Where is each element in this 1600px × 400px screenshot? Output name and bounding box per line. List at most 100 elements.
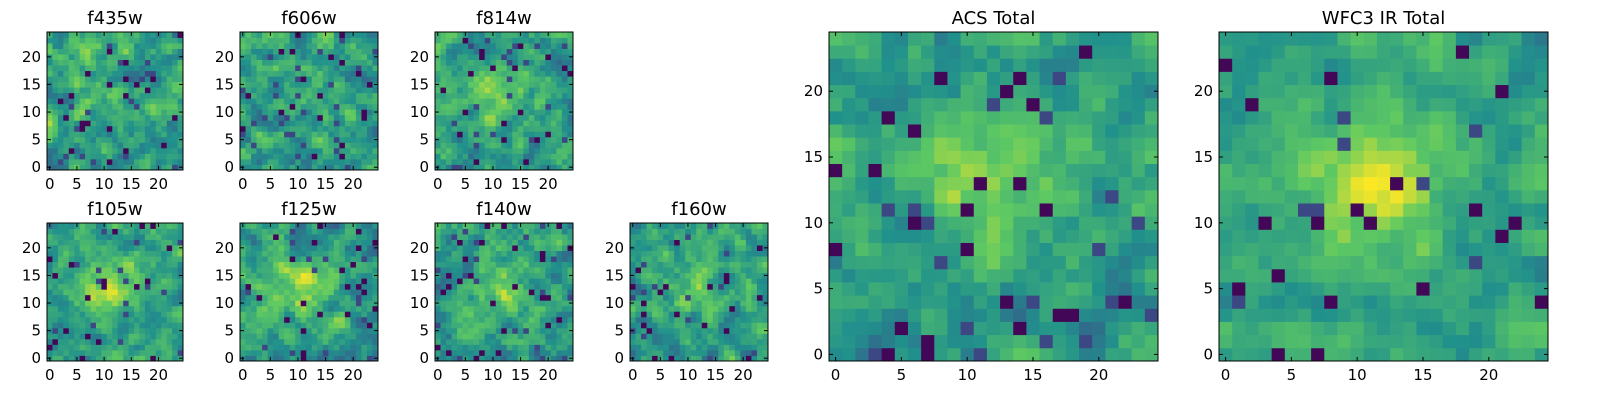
heatmap-cell [123,316,129,323]
heatmap-cell [278,70,285,77]
heatmap-cell [550,322,557,329]
heatmap-cell [177,322,184,329]
heatmap-cell [556,70,563,77]
heatmap-cell [333,261,340,268]
heatmap-cell [523,98,530,105]
x-tick-label: 5 [461,366,471,384]
y-tick-label: 10 [215,103,234,121]
heatmap-cell [501,59,508,66]
heatmap-cell [506,153,513,160]
heatmap-cell [528,32,535,38]
heatmap-cell [484,92,491,99]
heatmap-cells [240,223,379,362]
heatmap-cell [150,322,157,329]
heatmap-cell [95,76,102,83]
y-tick-label: 10 [410,294,429,312]
heatmap-cell [501,283,508,290]
heatmap-cell [435,92,441,99]
heatmap-cell [322,228,329,235]
heatmap-cell [90,92,97,99]
heatmap-cell [350,65,357,72]
heatmap-cell [155,228,162,235]
heatmap-cell [663,316,670,323]
heatmap-cell [506,164,513,171]
heatmap-cell [284,87,291,94]
heatmap-cell [512,272,519,279]
heatmap-cell [85,136,91,143]
heatmap-cell [47,98,53,105]
heatmap-cell [973,176,988,191]
heatmap-cell [506,114,513,121]
heatmap-cell [95,223,102,229]
heatmap-cell [451,338,458,345]
heatmap-cell [528,327,535,334]
heatmap-cell [468,300,475,307]
heatmap-cell [284,131,291,138]
heatmap-cell [123,333,129,340]
heatmap-cell [745,234,752,240]
heatmap-cell [117,147,124,154]
heatmap-cell [161,103,168,110]
heatmap-cell [556,250,563,257]
heatmap-cell [1026,295,1040,309]
heatmap-cell [68,327,75,334]
heatmap-cell [740,305,747,312]
heatmap-cell [123,103,129,110]
heatmap-cell [300,338,307,345]
heatmap-cell [90,109,97,116]
heatmap-cell [123,120,129,127]
heatmap-cell [657,338,664,345]
heatmap-cell [440,48,447,55]
heatmap-cell [47,153,53,160]
heatmap-cell [646,294,653,301]
heatmap-cell [462,87,469,94]
heatmap-cell [52,349,59,356]
heatmap-cell [311,92,318,99]
heatmap-cell [701,333,708,340]
heatmap-cell [652,338,658,345]
heatmap-cell [300,153,307,160]
heatmap-cell [567,267,574,274]
heatmap-cell [172,81,178,88]
heatmap-cell [339,103,346,110]
heatmap-cell [123,109,129,116]
heatmap-cell [718,223,725,229]
heatmap-cell [139,136,146,143]
heatmap-cell [528,37,535,44]
x-tick-label: 20 [344,366,363,384]
heatmap-cell [868,229,883,243]
heatmap-cell [117,283,124,290]
heatmap-cell [855,295,869,309]
heatmap-cell [240,289,246,296]
heatmap-cell [311,103,318,110]
heatmap-cell [47,349,53,356]
heatmap-cell [696,338,703,345]
heatmap-cell [311,164,318,171]
heatmap-cell [881,334,896,349]
heatmap-cell [745,256,752,263]
heatmap-cell [251,245,257,251]
heatmap-cell [150,338,157,345]
heatmap-cell [101,256,108,263]
heatmap-cell [68,158,75,165]
heatmap-cell [150,272,157,279]
heatmap-cell [495,76,502,83]
heatmap-cell [545,338,552,345]
heatmap-cell [523,43,530,49]
heatmap-cell [74,65,81,72]
heatmap-cell [328,250,335,257]
heatmap-cell [473,294,480,301]
heatmap-cell [468,37,475,44]
heatmap-cell [123,344,129,351]
heatmap-cell [868,308,883,322]
heatmap-cell [240,344,246,351]
heatmap-cell [63,109,70,116]
heatmap-cell [690,250,697,257]
heatmap-cell [90,234,97,240]
heatmap-cell [894,321,909,336]
heatmap-cell [317,48,324,55]
heatmap-cell [85,153,91,160]
heatmap-cell [561,322,568,329]
heatmap-cell [267,98,274,105]
heatmap-cell [881,308,896,322]
